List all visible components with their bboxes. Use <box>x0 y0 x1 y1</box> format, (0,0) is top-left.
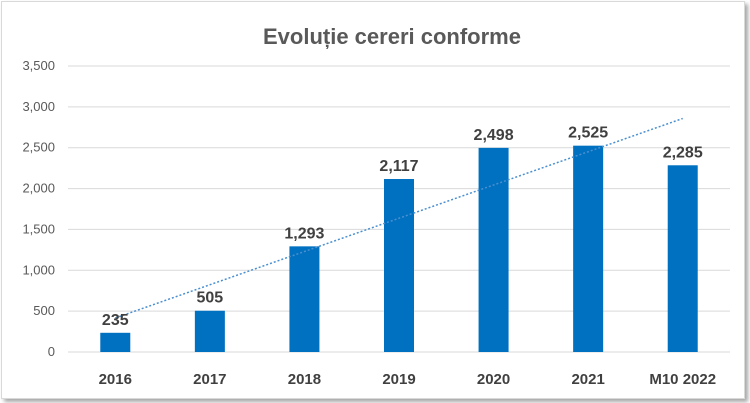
x-tick-label: 2021 <box>571 371 604 388</box>
data-label: 2,117 <box>379 158 418 175</box>
y-tick-label: 2,500 <box>22 140 55 155</box>
data-label: 2,498 <box>474 127 514 144</box>
data-label: 2,285 <box>663 144 703 161</box>
data-label: 2,525 <box>568 125 608 142</box>
trendline <box>115 117 683 319</box>
x-tick-label: 2019 <box>382 371 415 388</box>
data-labels: 235 505 1,293 2,117 2,498 2,525 2,285 <box>102 125 703 329</box>
bar <box>384 179 414 352</box>
y-tick-label: 500 <box>33 303 55 318</box>
data-label: 1,293 <box>284 225 324 242</box>
bar <box>478 147 509 352</box>
x-tick-label: 2016 <box>99 371 132 388</box>
data-label: 235 <box>102 312 129 329</box>
data-label: 505 <box>197 290 224 307</box>
trendline-segment <box>115 117 683 319</box>
bars <box>100 145 698 352</box>
y-tick-label: 0 <box>48 344 55 359</box>
chart-frame <box>1 1 745 399</box>
y-tick-label: 1,000 <box>22 262 55 277</box>
y-tick-label: 1,500 <box>22 221 55 236</box>
bar <box>667 165 698 352</box>
x-tick-label: 2020 <box>477 371 510 388</box>
bar <box>289 246 320 352</box>
x-axis-tick-labels: 2016 2017 2018 2019 2020 2021 M10 2022 <box>99 371 716 388</box>
y-axis-tick-labels: 0 500 1,000 1,500 2,000 2,500 3,000 3,500 <box>22 58 55 359</box>
bar <box>194 310 225 352</box>
bar <box>573 145 604 352</box>
y-tick-label: 3,500 <box>22 58 55 73</box>
chart-title: Evoluție cereri conforme <box>263 24 521 49</box>
bar <box>100 332 131 352</box>
x-tick-label: 2017 <box>193 371 226 388</box>
y-tick-label: 2,000 <box>22 181 55 196</box>
x-tick-label: 2018 <box>288 371 321 388</box>
x-tick-label: M10 2022 <box>649 371 716 388</box>
y-tick-label: 3,000 <box>22 99 55 114</box>
